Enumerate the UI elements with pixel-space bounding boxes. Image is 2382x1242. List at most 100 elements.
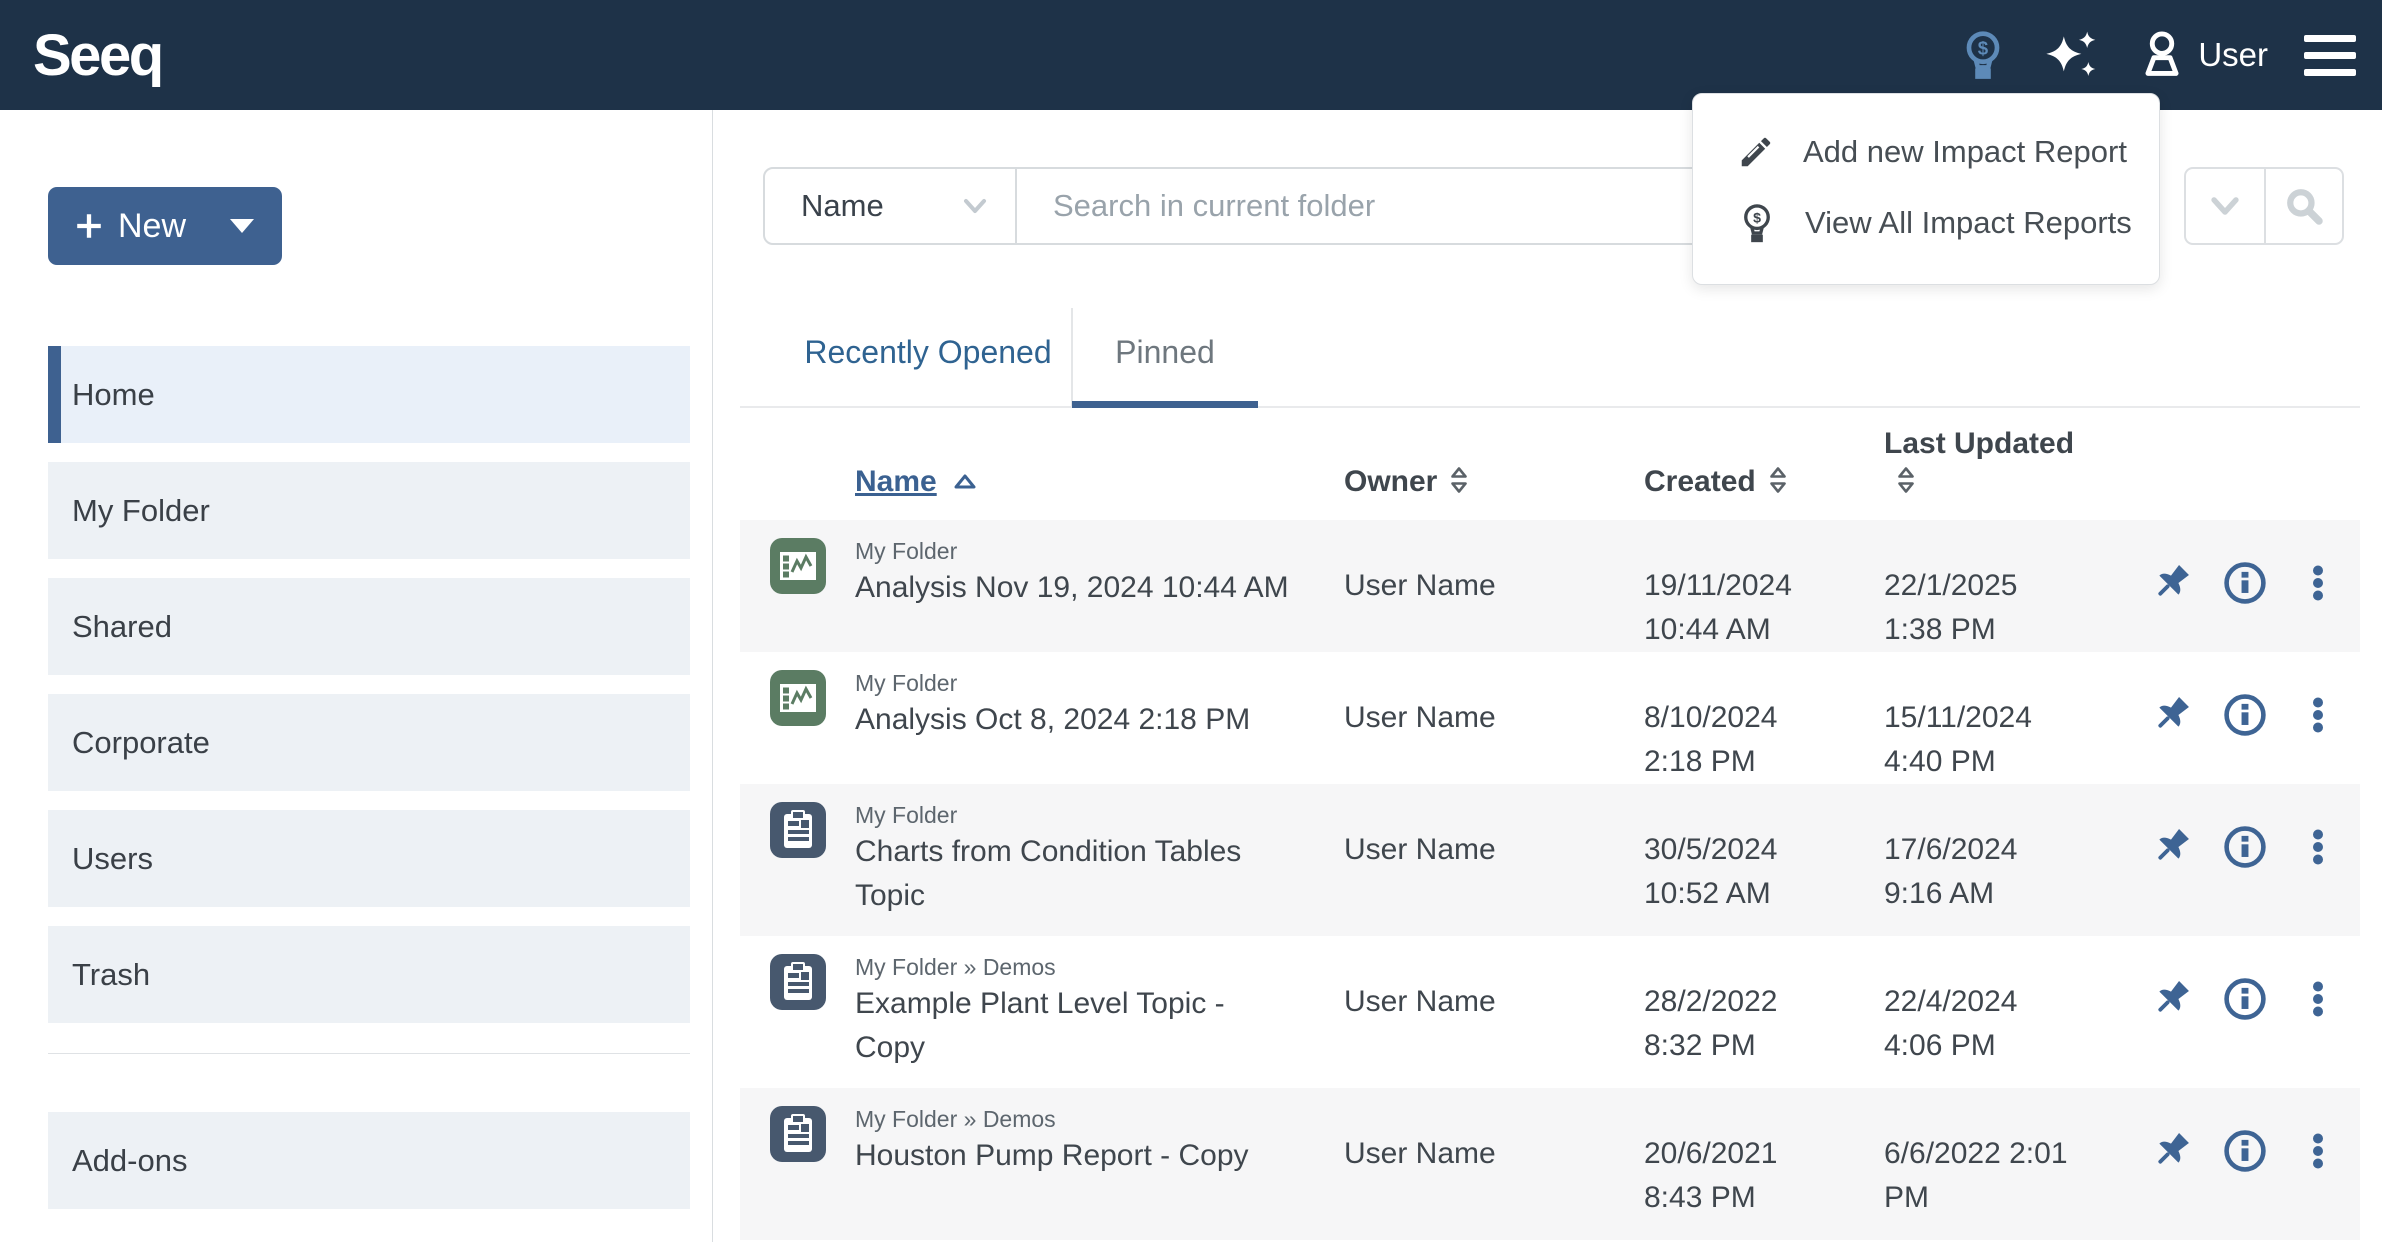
sidebar-nav: Home My Folder Shared Corporate Users Tr… (48, 346, 690, 1228)
tab-pinned[interactable]: Pinned (1072, 298, 1258, 406)
menu-item-view-impact-reports[interactable]: $ View All Impact Reports (1693, 186, 2159, 260)
tab-recently-opened[interactable]: Recently Opened (778, 298, 1078, 406)
svg-text:$: $ (1978, 37, 1989, 58)
sidebar-divider (48, 1053, 690, 1054)
item-updated: 22/1/2025 1:38 PM (1860, 534, 2100, 652)
kebab-menu-icon[interactable] (2298, 695, 2338, 735)
topic-icon (770, 1106, 826, 1162)
sidebar-item-home[interactable]: Home (48, 346, 690, 443)
column-header-name[interactable]: Name (830, 462, 1320, 502)
kebab-menu-icon[interactable] (2298, 1131, 2338, 1171)
menu-item-label: View All Impact Reports (1805, 205, 2132, 241)
pin-icon[interactable] (2150, 826, 2192, 868)
search-options-button[interactable] (2184, 167, 2264, 245)
active-tab-indicator (1072, 401, 1258, 408)
item-name-cell[interactable]: My Folder » Demos Houston Pump Report - … (830, 1102, 1320, 1178)
column-header-last-updated[interactable]: Last Updated (1860, 424, 2086, 502)
search-field-value: Name (801, 188, 884, 224)
item-name: Analysis Oct 8, 2024 2:18 PM (855, 698, 1295, 742)
item-name-cell[interactable]: My Folder Analysis Oct 8, 2024 2:18 PM (830, 666, 1320, 742)
item-name: Houston Pump Report - Copy (855, 1134, 1295, 1178)
item-updated: 15/11/2024 4:40 PM (1860, 666, 2100, 784)
info-icon[interactable] (2222, 692, 2268, 738)
search-icon (2284, 186, 2324, 226)
seeq-logo[interactable]: Seeq (33, 22, 162, 89)
info-icon[interactable] (2222, 976, 2268, 1022)
sidebar-item-shared[interactable]: Shared (48, 578, 690, 675)
sidebar-item-add-ons[interactable]: Add-ons (48, 1112, 690, 1209)
sort-icon (1449, 464, 1469, 496)
new-button-label: New (118, 207, 186, 246)
item-type-cell (740, 950, 830, 1015)
column-header-created[interactable]: Created (1620, 462, 1860, 502)
item-created: 8/10/2024 2:18 PM (1620, 666, 1860, 784)
menu-item-label: Add new Impact Report (1803, 134, 2127, 170)
item-created: 30/5/2024 10:52 AM (1620, 798, 1860, 916)
item-updated: 6/6/2022 2:01 PM (1860, 1102, 2100, 1220)
user-icon (2136, 29, 2188, 81)
table-row[interactable]: My Folder Charts from Condition Tables T… (740, 784, 2360, 936)
item-name-cell[interactable]: My Folder » Demos Example Plant Level To… (830, 950, 1320, 1070)
item-type-cell (740, 798, 830, 863)
table-row[interactable]: My Folder » Demos Example Plant Level To… (740, 936, 2360, 1088)
row-actions (2100, 798, 2360, 870)
item-owner: User Name (1320, 1102, 1620, 1176)
table-row[interactable]: My Folder » Demos Houston Pump Report - … (740, 1088, 2360, 1240)
item-folder-path: My Folder (855, 536, 1295, 566)
pin-icon[interactable] (2150, 978, 2192, 1020)
tabs: Recently Opened Pinned (740, 298, 2360, 408)
sidebar-item-users[interactable]: Users (48, 810, 690, 907)
sidebar-item-label: My Folder (72, 493, 210, 529)
table-row[interactable]: My Folder Analysis Oct 8, 2024 2:18 PM U… (740, 652, 2360, 784)
pencil-icon (1737, 133, 1775, 171)
sidebar-item-label: Users (72, 841, 153, 877)
user-label: User (2198, 36, 2268, 74)
pin-icon[interactable] (2150, 562, 2192, 604)
item-owner: User Name (1320, 950, 1620, 1024)
sidebar-item-label: Shared (72, 609, 172, 645)
info-icon[interactable] (2222, 1128, 2268, 1174)
menu-item-add-impact-report[interactable]: Add new Impact Report (1693, 118, 2159, 186)
hamburger-menu-icon[interactable] (2304, 31, 2356, 80)
pin-icon[interactable] (2150, 1130, 2192, 1172)
item-created: 19/11/2024 10:44 AM (1620, 534, 1860, 652)
new-button[interactable]: New (48, 187, 282, 265)
sidebar-item-corporate[interactable]: Corporate (48, 694, 690, 791)
row-actions (2100, 1102, 2360, 1174)
search-field-select[interactable]: Name (765, 169, 1015, 243)
analysis-icon (770, 538, 826, 594)
sidebar-item-my-folder[interactable]: My Folder (48, 462, 690, 559)
item-name-cell[interactable]: My Folder Charts from Condition Tables T… (830, 798, 1320, 918)
sidebar-item-label: Add-ons (72, 1143, 187, 1179)
item-folder-path: My Folder (855, 800, 1295, 830)
impact-reports-lightbulb-icon[interactable]: $ (1958, 28, 2008, 82)
kebab-menu-icon[interactable] (2298, 563, 2338, 603)
tab-label: Pinned (1115, 334, 1215, 371)
table-header-row: Name Owner Created Last U (740, 410, 2360, 520)
row-actions (2100, 950, 2360, 1022)
info-icon[interactable] (2222, 560, 2268, 606)
chevron-down-icon (961, 192, 989, 220)
item-updated: 22/4/2024 4:06 PM (1860, 950, 2100, 1068)
column-header-owner[interactable]: Owner (1320, 462, 1620, 502)
table-row[interactable]: My Folder Analysis Nov 19, 2024 10:44 AM… (740, 520, 2360, 652)
search-submit-button[interactable] (2264, 167, 2344, 245)
sidebar-item-label: Corporate (72, 725, 210, 761)
item-folder-path: My Folder » Demos (855, 952, 1295, 982)
row-actions (2100, 666, 2360, 738)
item-type-cell (740, 666, 830, 731)
item-created: 28/2/2022 8:32 PM (1620, 950, 1860, 1068)
chevron-down-icon (2208, 189, 2242, 223)
info-icon[interactable] (2222, 824, 2268, 870)
topic-icon (770, 802, 826, 858)
kebab-menu-icon[interactable] (2298, 979, 2338, 1019)
pin-icon[interactable] (2150, 694, 2192, 736)
ai-sparkles-icon[interactable] (2044, 27, 2100, 83)
item-name-cell[interactable]: My Folder Analysis Nov 19, 2024 10:44 AM (830, 534, 1320, 610)
tab-label: Recently Opened (804, 334, 1051, 371)
item-folder-path: My Folder » Demos (855, 1104, 1295, 1134)
sidebar-item-trash[interactable]: Trash (48, 926, 690, 1023)
user-menu[interactable]: User (2136, 29, 2268, 81)
kebab-menu-icon[interactable] (2298, 827, 2338, 867)
caret-down-icon (230, 219, 254, 233)
